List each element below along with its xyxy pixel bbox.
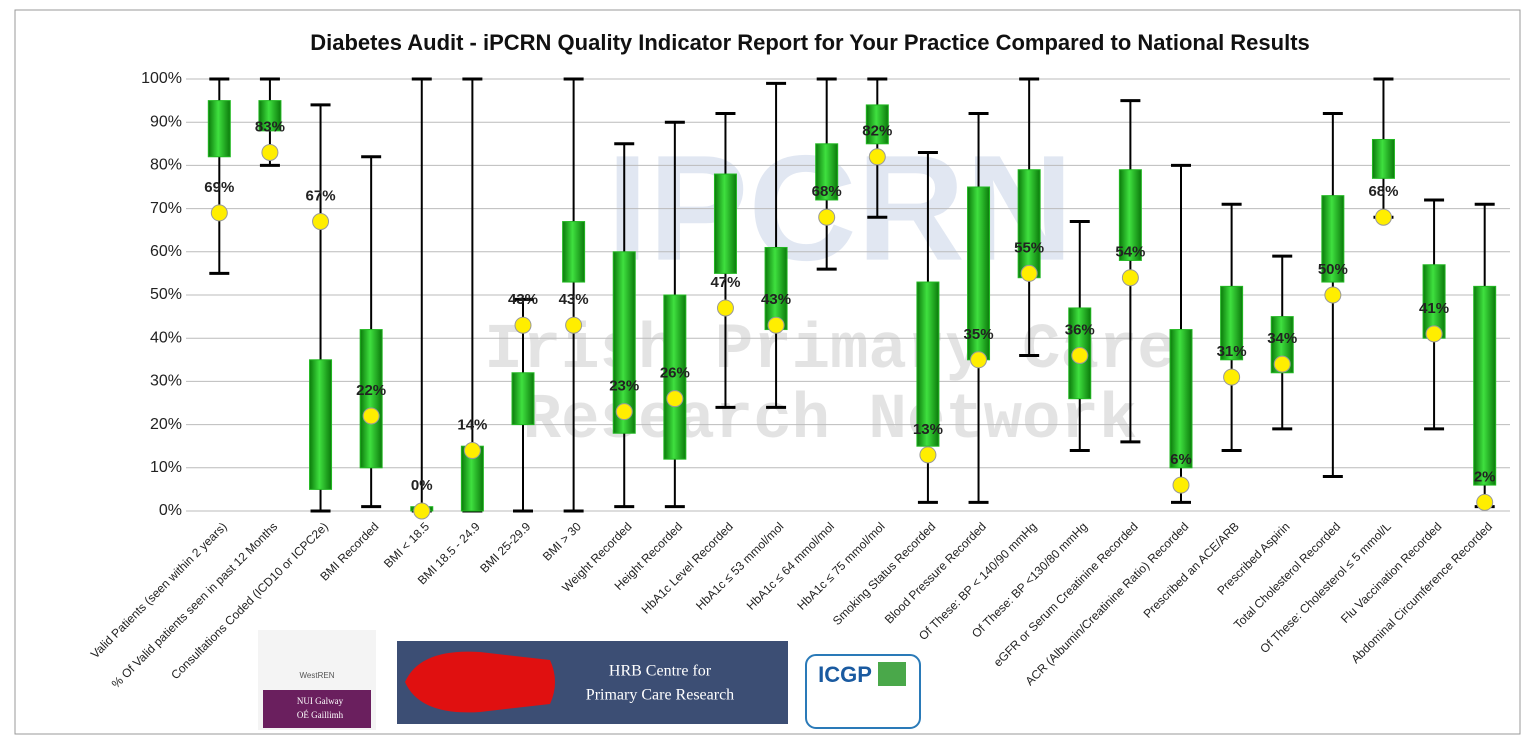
practice-dot [1122, 270, 1138, 286]
practice-dot [1021, 265, 1037, 281]
value-label: 34% [1267, 330, 1297, 347]
practice-dot [1477, 494, 1493, 510]
practice-dot [819, 209, 835, 225]
practice-dot [869, 149, 885, 165]
practice-dot [1274, 356, 1290, 372]
practice-dot [616, 404, 632, 420]
logo-text: NUI Galway [297, 696, 344, 706]
y-tick-label: 0% [159, 502, 182, 519]
value-label: 43% [508, 291, 538, 308]
logo-text: HRB Centre for [609, 663, 712, 680]
value-label: 31% [1217, 343, 1247, 360]
box [1170, 330, 1192, 468]
value-label: 67% [306, 188, 336, 205]
logo-mark [878, 662, 906, 686]
practice-dot [363, 408, 379, 424]
y-tick-label: 40% [150, 329, 182, 346]
page: IPCRN Irish Primary Care Research Networ… [0, 0, 1528, 736]
logo-text: OÉ Gaillimh [297, 710, 344, 720]
value-label: 6% [1170, 451, 1192, 468]
y-tick-label: 90% [150, 113, 182, 130]
box [512, 373, 534, 425]
practice-dot [1224, 369, 1240, 385]
box [714, 174, 736, 273]
y-tick-label: 10% [150, 459, 182, 476]
value-label: 83% [255, 118, 285, 135]
value-label: 69% [204, 179, 234, 196]
value-label: 35% [964, 326, 994, 343]
logo-text: Primary Care Research [586, 687, 734, 704]
value-label: 0% [411, 477, 433, 494]
box [563, 222, 585, 282]
box [1372, 139, 1394, 178]
practice-dot [1173, 477, 1189, 493]
practice-dot [515, 317, 531, 333]
box [208, 101, 230, 157]
logo-text: WestREN [300, 671, 335, 680]
value-label: 13% [913, 421, 943, 438]
chart: IPCRN Irish Primary Care Research Networ… [0, 0, 1528, 736]
practice-dot [262, 144, 278, 160]
value-label: 14% [457, 416, 487, 433]
practice-dot [464, 443, 480, 459]
value-label: 55% [1014, 239, 1044, 256]
practice-dot [313, 214, 329, 230]
practice-dot [971, 352, 987, 368]
practice-dot [1375, 209, 1391, 225]
y-tick-label: 30% [150, 373, 182, 390]
y-tick-label: 100% [141, 70, 182, 87]
practice-dot [414, 503, 430, 519]
value-label: 50% [1318, 261, 1348, 278]
practice-dot [1426, 326, 1442, 342]
value-label: 36% [1065, 321, 1095, 338]
value-label: 54% [1115, 244, 1145, 261]
practice-dot [717, 300, 733, 316]
y-tick-label: 70% [150, 200, 182, 217]
practice-dot [211, 205, 227, 221]
value-label: 26% [660, 365, 690, 382]
value-label: 23% [609, 378, 639, 395]
value-label: 41% [1419, 300, 1449, 317]
value-label: 68% [1368, 183, 1398, 200]
value-label: 2% [1474, 468, 1496, 485]
box [1018, 170, 1040, 278]
y-tick-label: 60% [150, 243, 182, 260]
logo-shape [405, 652, 555, 713]
y-tick-label: 20% [150, 416, 182, 433]
value-label: 43% [761, 291, 791, 308]
value-label: 82% [862, 123, 892, 140]
value-label: 43% [559, 291, 589, 308]
value-label: 22% [356, 382, 386, 399]
value-label: 68% [812, 183, 842, 200]
practice-dot [1325, 287, 1341, 303]
practice-dot [667, 391, 683, 407]
practice-dot [920, 447, 936, 463]
box [310, 360, 332, 490]
watermark-text: IPCRN [607, 124, 1074, 292]
chart-title: Diabetes Audit - iPCRN Quality Indicator… [310, 30, 1310, 55]
value-label: 47% [710, 274, 740, 291]
y-tick-label: 50% [150, 286, 182, 303]
y-tick-label: 80% [150, 157, 182, 174]
box [1474, 286, 1496, 485]
practice-dot [566, 317, 582, 333]
logo-text: ICGP [818, 662, 872, 687]
practice-dot [1072, 347, 1088, 363]
practice-dot [768, 317, 784, 333]
